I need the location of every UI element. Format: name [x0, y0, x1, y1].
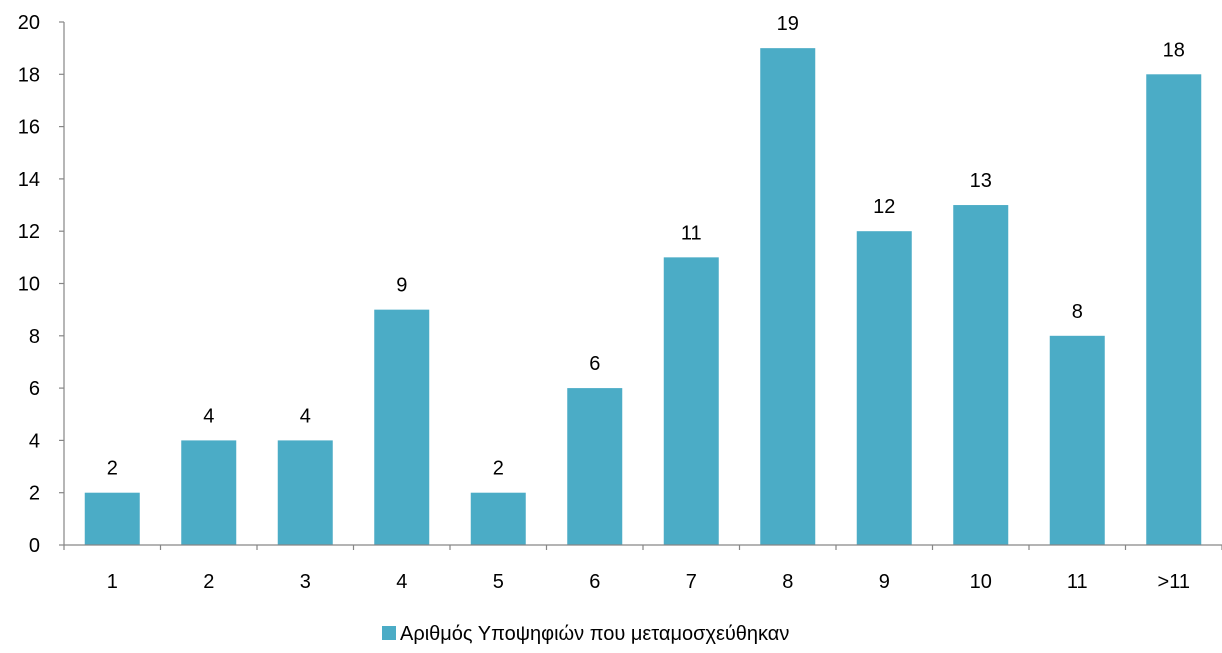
- x-tick-label: 10: [970, 571, 992, 593]
- x-tick-label: 1: [107, 571, 118, 593]
- x-tick-label: 8: [782, 571, 793, 593]
- bar: [953, 205, 1009, 546]
- y-tick-label: 16: [18, 117, 40, 139]
- x-tick-label: 4: [396, 571, 407, 593]
- bar: [663, 257, 719, 545]
- bar: [84, 492, 140, 545]
- data-label: 18: [1163, 39, 1185, 61]
- bar-series: 2 4 4 9 2 6 11 19 12 13 8 18: [84, 13, 1202, 546]
- y-tick-label: 10: [18, 274, 40, 296]
- data-label: 9: [396, 275, 407, 297]
- bar: [374, 309, 430, 545]
- legend-swatch: [382, 626, 396, 640]
- data-label: 8: [1072, 301, 1083, 323]
- x-tick-label: 2: [203, 571, 214, 593]
- x-axis: 1 2 3 4 5 6 7 8 9 10 11 >11: [63, 544, 1222, 593]
- bar: [1146, 74, 1202, 546]
- bar: [181, 440, 237, 545]
- y-tick-label: 20: [18, 12, 40, 34]
- bar: [760, 48, 816, 546]
- legend-label: Αριθμός Υποψηφιών που μεταμοσχεύθηκαν: [400, 623, 789, 645]
- legend: Αριθμός Υποψηφιών που μεταμοσχεύθηκαν: [382, 623, 789, 645]
- data-label: 6: [589, 353, 600, 375]
- bar: [470, 492, 526, 545]
- data-label: 12: [873, 196, 895, 218]
- y-tick-label: 0: [29, 535, 40, 557]
- x-tick-label: >11: [1158, 571, 1190, 593]
- y-axis: 0 2 4 6 8 10 12 14 16 18 20: [18, 12, 65, 557]
- x-tick-label: 6: [589, 571, 600, 593]
- x-tick-label: 7: [686, 571, 697, 593]
- data-label: 2: [493, 458, 504, 480]
- bar: [856, 231, 912, 545]
- y-tick-label: 12: [18, 221, 40, 243]
- data-label: 19: [777, 13, 799, 35]
- y-tick-label: 2: [29, 483, 40, 505]
- y-tick-label: 8: [29, 326, 40, 348]
- y-tick-label: 6: [29, 378, 40, 400]
- x-tick-label: 9: [879, 571, 890, 593]
- y-tick-label: 4: [29, 430, 40, 452]
- data-label: 4: [203, 405, 214, 427]
- x-tick-label: 3: [300, 571, 311, 593]
- x-tick-label: 5: [493, 571, 504, 593]
- bar: [567, 388, 623, 545]
- data-label: 4: [300, 405, 311, 427]
- y-tick-label: 18: [18, 64, 40, 86]
- data-label: 2: [107, 458, 118, 480]
- x-tick-label: 11: [1067, 571, 1088, 593]
- bar: [1049, 335, 1105, 545]
- data-label: 11: [681, 222, 702, 244]
- bar: [277, 440, 333, 545]
- y-tick-label: 14: [18, 169, 40, 191]
- data-label: 13: [970, 170, 992, 192]
